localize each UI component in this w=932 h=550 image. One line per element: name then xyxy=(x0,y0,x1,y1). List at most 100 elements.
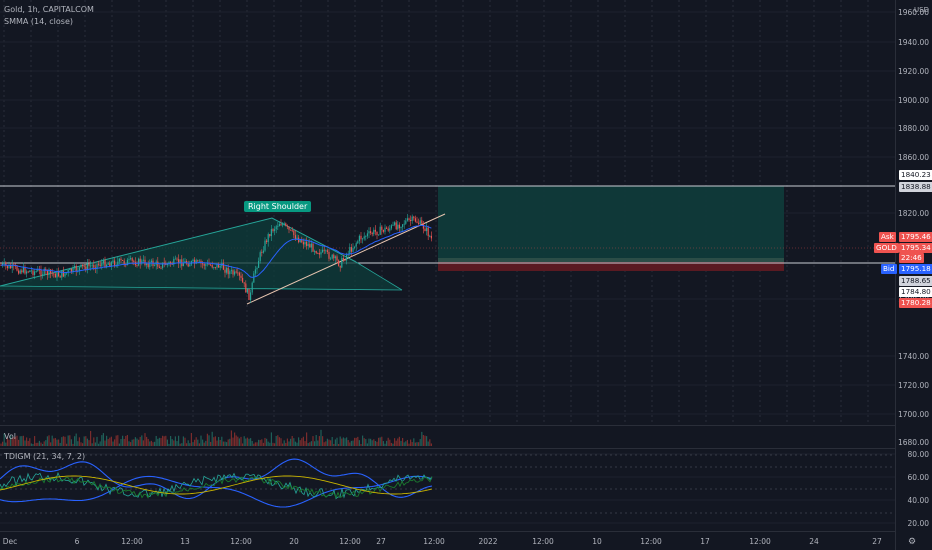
candle-body xyxy=(88,263,90,267)
candle-body xyxy=(43,268,45,275)
volume-bar xyxy=(109,437,111,446)
candle-body xyxy=(61,271,63,278)
volume-bar xyxy=(30,443,32,446)
volume-bar xyxy=(78,437,80,446)
volume-bar xyxy=(162,435,164,446)
volume-bar xyxy=(75,433,77,446)
volume-bar xyxy=(414,442,416,446)
volume-bar xyxy=(237,436,239,446)
volume-bar xyxy=(171,439,173,446)
candle-body xyxy=(253,273,255,283)
volume-bar xyxy=(98,443,100,446)
volume-chart-canvas xyxy=(0,429,432,446)
candle-body xyxy=(381,226,383,230)
time-axis-separator xyxy=(0,531,895,532)
candle-body xyxy=(219,266,221,268)
volume-bar xyxy=(331,436,333,446)
volume-bar xyxy=(82,443,84,446)
price-axis[interactable]: USD 1960.00 1940.00 1920.00 1900.00 1880.00 1… xyxy=(874,0,932,550)
volume-bar xyxy=(373,439,375,446)
stop-zone xyxy=(438,262,784,271)
volume-bar xyxy=(258,439,260,446)
pane-separator-indicator[interactable] xyxy=(0,448,895,449)
volume-bar xyxy=(93,437,95,446)
candle-body xyxy=(309,244,311,248)
volume-pane[interactable]: Vol xyxy=(0,426,895,448)
candle-body xyxy=(130,258,132,260)
candle-body xyxy=(162,262,164,268)
candle-body xyxy=(390,225,392,229)
candle-body xyxy=(296,237,298,240)
candle-body xyxy=(24,266,26,274)
candle-body xyxy=(72,267,74,273)
volume-bar xyxy=(5,442,7,446)
volume-bar xyxy=(406,439,408,446)
candle-body xyxy=(376,231,378,235)
candle-body xyxy=(133,260,135,262)
indicator-pane[interactable]: TDIGM (21, 34, 7, 2) xyxy=(0,449,895,531)
volume-bar xyxy=(429,439,431,446)
candle-body xyxy=(322,249,324,253)
time-axis[interactable]: Dec 6 12:00 13 12:00 20 12:00 27 12:00 2022 12:00 1… xyxy=(0,532,895,550)
volume-bar xyxy=(229,438,231,446)
volume-bar xyxy=(277,435,279,446)
candle-body xyxy=(430,235,432,239)
volume-bar xyxy=(376,441,378,446)
candle-body xyxy=(352,247,354,252)
volume-bar xyxy=(224,441,226,446)
candle-body xyxy=(123,260,125,264)
volume-bar xyxy=(238,438,240,446)
volume-bar xyxy=(250,438,252,446)
symbol-badge: GOLD xyxy=(874,243,899,253)
candle-body xyxy=(318,253,320,255)
candle-body xyxy=(347,254,349,256)
volume-bar xyxy=(210,441,212,446)
volume-bar xyxy=(29,438,31,446)
volume-bar xyxy=(203,442,205,446)
candle-body xyxy=(365,236,367,238)
candle-body xyxy=(366,233,368,237)
candle-body xyxy=(6,265,8,269)
candle-body xyxy=(278,224,280,227)
candle-body xyxy=(373,229,375,235)
candle-body xyxy=(387,228,389,231)
candle-body xyxy=(90,265,92,267)
candle-body xyxy=(11,264,13,269)
candle-body xyxy=(400,226,402,229)
volume-bar xyxy=(298,437,300,446)
level-b-tag: 1784.80 xyxy=(899,287,932,297)
volume-bar xyxy=(134,437,136,446)
candle-body xyxy=(21,270,23,273)
candle-body xyxy=(187,263,189,267)
volume-bar xyxy=(382,441,384,446)
candle-body xyxy=(315,251,317,254)
volume-bar xyxy=(48,435,50,446)
volume-bar xyxy=(72,443,74,446)
volume-bar xyxy=(90,430,92,446)
candle-body xyxy=(405,220,407,224)
candle-body xyxy=(85,266,87,271)
candle-body xyxy=(126,259,128,266)
candle-body xyxy=(101,263,103,266)
volume-bar xyxy=(123,438,125,446)
volume-bar xyxy=(245,438,247,446)
volume-bar xyxy=(74,436,76,446)
candle-body xyxy=(210,264,212,266)
candle-body xyxy=(195,260,197,264)
volume-bar xyxy=(176,441,178,446)
candle-body xyxy=(142,259,144,261)
candle-body xyxy=(170,262,172,264)
volume-bar xyxy=(218,437,220,446)
candle-body xyxy=(29,270,31,273)
pane-separator-volume[interactable] xyxy=(0,425,895,426)
candle-body xyxy=(114,260,116,266)
right-shoulder-label[interactable]: Right Shoulder xyxy=(244,201,312,212)
price-chart-canvas[interactable] xyxy=(0,0,895,425)
settings-gear-icon[interactable]: ⚙ xyxy=(908,537,917,547)
price-pane[interactable]: Gold, 1h, CAPITALCOM SMMA (14, close) Ri… xyxy=(0,0,895,425)
volume-bar xyxy=(35,442,37,446)
candle-body xyxy=(397,224,399,230)
volume-bar xyxy=(379,437,381,446)
volume-bar xyxy=(408,443,410,446)
